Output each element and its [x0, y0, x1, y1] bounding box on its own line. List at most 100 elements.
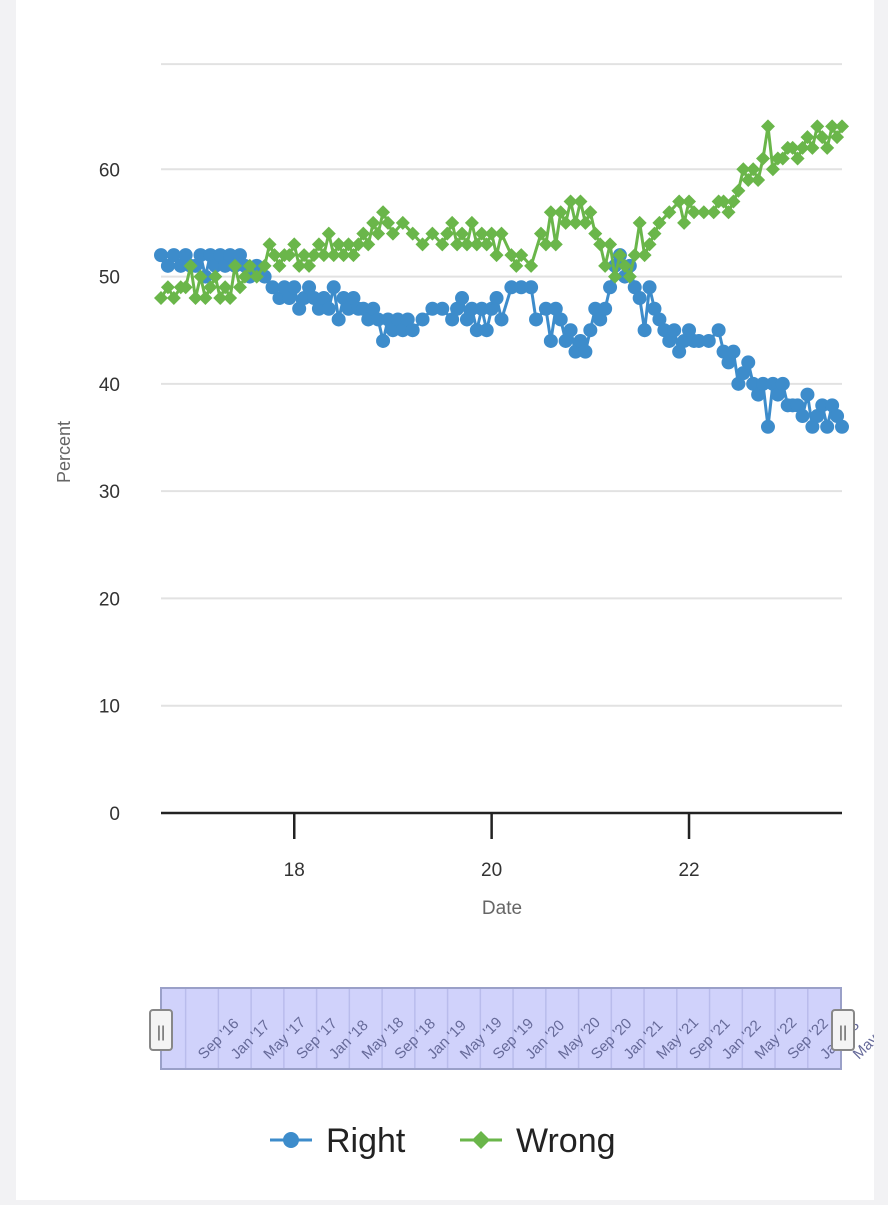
- data-point-right[interactable]: [464, 301, 479, 316]
- data-point-wrong[interactable]: [736, 162, 751, 177]
- data-point-right[interactable]: [459, 312, 474, 327]
- data-point-wrong[interactable]: [228, 258, 243, 273]
- data-point-right[interactable]: [405, 323, 420, 338]
- data-point-right[interactable]: [543, 333, 558, 348]
- data-point-right[interactable]: [667, 323, 682, 338]
- data-point-wrong[interactable]: [366, 215, 381, 230]
- data-point-right[interactable]: [627, 280, 642, 295]
- data-point-wrong[interactable]: [474, 226, 489, 241]
- data-point-wrong[interactable]: [405, 226, 420, 241]
- data-point-right[interactable]: [765, 376, 780, 391]
- navigator-right-handle[interactable]: ||: [831, 1009, 855, 1051]
- data-point-wrong[interactable]: [835, 119, 849, 134]
- data-point-right[interactable]: [311, 301, 326, 316]
- data-point-wrong[interactable]: [820, 140, 835, 155]
- data-point-wrong[interactable]: [553, 205, 568, 220]
- data-point-right[interactable]: [277, 280, 292, 295]
- data-point-right[interactable]: [154, 248, 168, 263]
- data-point-wrong[interactable]: [538, 237, 553, 252]
- data-point-right[interactable]: [598, 301, 613, 316]
- data-point-right[interactable]: [603, 280, 618, 295]
- data-point-right[interactable]: [825, 398, 840, 413]
- data-point-wrong[interactable]: [805, 140, 820, 155]
- data-point-wrong[interactable]: [504, 248, 519, 263]
- data-point-wrong[interactable]: [686, 205, 701, 220]
- data-point-wrong[interactable]: [578, 215, 593, 230]
- data-point-right[interactable]: [346, 291, 361, 306]
- data-point-wrong[interactable]: [213, 291, 228, 306]
- data-point-right[interactable]: [450, 301, 465, 316]
- data-point-wrong[interactable]: [652, 215, 667, 230]
- data-point-wrong[interactable]: [672, 194, 687, 209]
- data-point-right[interactable]: [529, 312, 544, 327]
- data-point-right[interactable]: [504, 280, 519, 295]
- data-point-right[interactable]: [385, 323, 400, 338]
- data-point-right[interactable]: [716, 344, 731, 359]
- data-point-right[interactable]: [726, 344, 741, 359]
- data-point-right[interactable]: [265, 280, 280, 295]
- data-point-right[interactable]: [361, 312, 376, 327]
- data-point-wrong[interactable]: [267, 248, 282, 263]
- data-point-wrong[interactable]: [617, 258, 632, 273]
- data-point-right[interactable]: [193, 248, 208, 263]
- data-point-wrong[interactable]: [785, 140, 800, 155]
- data-point-right[interactable]: [637, 323, 652, 338]
- data-point-wrong[interactable]: [573, 194, 588, 209]
- data-point-right[interactable]: [652, 312, 667, 327]
- data-point-right[interactable]: [835, 419, 849, 434]
- data-point-right[interactable]: [282, 291, 297, 306]
- data-point-right[interactable]: [489, 291, 504, 306]
- data-point-right[interactable]: [484, 301, 499, 316]
- data-point-wrong[interactable]: [218, 280, 233, 295]
- data-point-wrong[interactable]: [696, 205, 711, 220]
- data-point-right[interactable]: [331, 312, 346, 327]
- data-point-wrong[interactable]: [154, 291, 168, 306]
- data-point-wrong[interactable]: [297, 248, 312, 263]
- data-point-wrong[interactable]: [746, 162, 761, 177]
- data-point-right[interactable]: [336, 291, 351, 306]
- data-point-wrong[interactable]: [193, 269, 208, 284]
- data-point-right[interactable]: [815, 398, 830, 413]
- data-point-right[interactable]: [647, 301, 662, 316]
- data-point-wrong[interactable]: [464, 215, 479, 230]
- data-point-wrong[interactable]: [721, 205, 736, 220]
- data-point-right[interactable]: [573, 333, 588, 348]
- data-point-wrong[interactable]: [563, 194, 578, 209]
- data-point-wrong[interactable]: [385, 226, 400, 241]
- data-point-wrong[interactable]: [760, 119, 775, 134]
- data-point-wrong[interactable]: [765, 162, 780, 177]
- data-point-right[interactable]: [390, 312, 405, 327]
- data-point-wrong[interactable]: [262, 237, 277, 252]
- data-point-wrong[interactable]: [326, 248, 341, 263]
- data-point-wrong[interactable]: [825, 119, 840, 134]
- data-point-wrong[interactable]: [598, 258, 613, 273]
- data-point-right[interactable]: [371, 312, 386, 327]
- data-point-wrong[interactable]: [815, 130, 830, 145]
- data-point-wrong[interactable]: [160, 280, 175, 295]
- data-point-right[interactable]: [445, 312, 460, 327]
- data-point-wrong[interactable]: [272, 258, 287, 273]
- data-point-wrong[interactable]: [790, 151, 805, 166]
- data-point-right[interactable]: [721, 355, 736, 370]
- data-point-wrong[interactable]: [166, 291, 181, 306]
- data-point-wrong[interactable]: [494, 226, 509, 241]
- data-point-wrong[interactable]: [445, 215, 460, 230]
- data-point-right[interactable]: [805, 419, 820, 434]
- data-point-right[interactable]: [395, 323, 410, 338]
- data-point-right[interactable]: [642, 280, 657, 295]
- data-point-wrong[interactable]: [415, 237, 430, 252]
- data-point-right[interactable]: [746, 376, 761, 391]
- data-point-wrong[interactable]: [321, 226, 336, 241]
- data-point-right[interactable]: [548, 301, 563, 316]
- data-point-wrong[interactable]: [632, 215, 647, 230]
- data-point-right[interactable]: [321, 301, 336, 316]
- data-point-wrong[interactable]: [810, 119, 825, 134]
- data-point-right[interactable]: [711, 323, 726, 338]
- data-point-wrong[interactable]: [731, 183, 746, 198]
- data-point-wrong[interactable]: [682, 194, 697, 209]
- data-point-right[interactable]: [272, 291, 287, 306]
- data-point-wrong[interactable]: [662, 205, 677, 220]
- data-point-right[interactable]: [178, 248, 193, 263]
- data-point-right[interactable]: [800, 387, 815, 402]
